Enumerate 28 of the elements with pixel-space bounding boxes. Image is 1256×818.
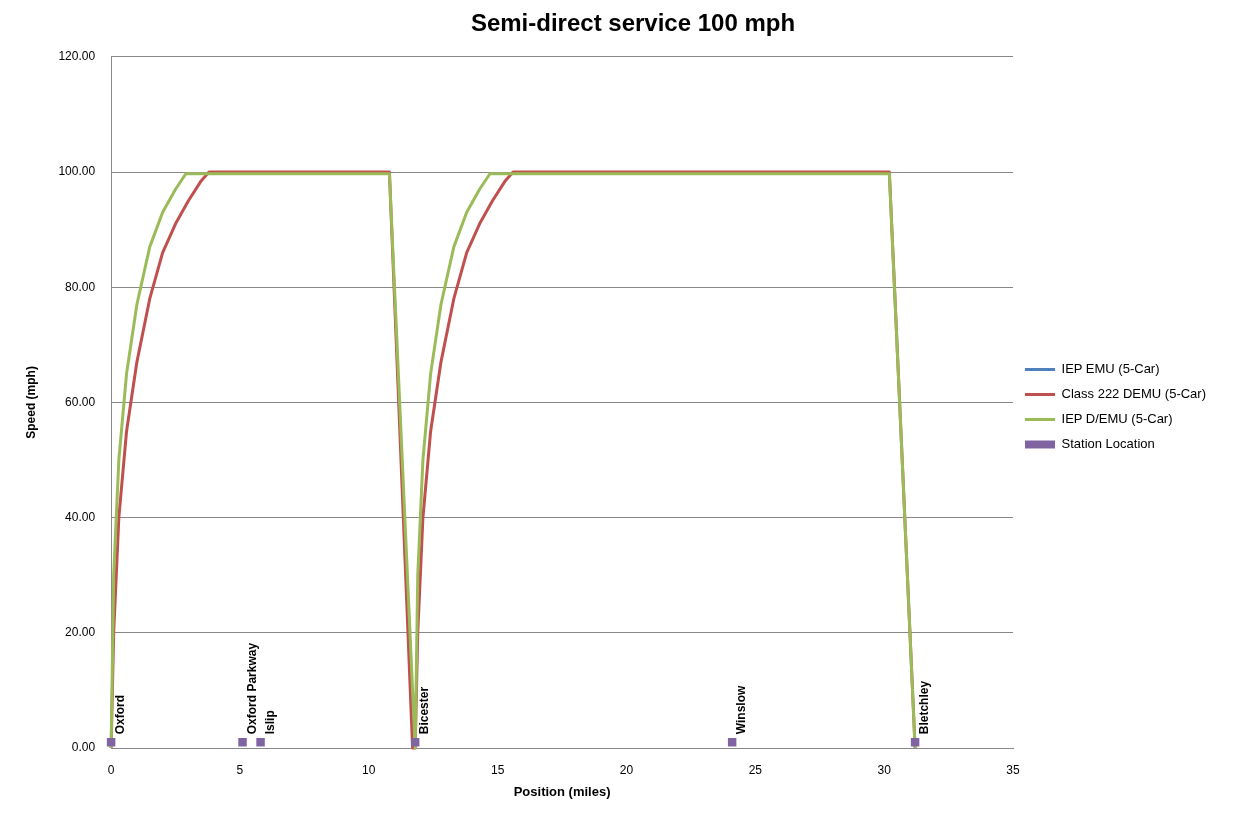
x-tick-label: 0 [107,762,115,777]
x-tick-label: 15 [490,762,505,777]
y-tick-label: 20.00 [65,625,96,640]
x-tick-label: 5 [236,762,244,777]
data-label: Oxford Parkway [244,642,259,735]
data-label: Bicester [417,686,432,735]
x-axis-title: Position (miles) [513,783,611,799]
y-tick-label: 60.00 [65,394,96,409]
y-axis-title: Speed (mph) [23,366,38,439]
legend-label: IEP EMU (5-Car) [1061,361,1160,377]
y-tick-label: 100.00 [58,164,96,179]
legend-label: IEP D/EMU (5-Car) [1061,411,1173,427]
x-tick-label: 10 [362,762,376,777]
y-tick-label: 40.00 [65,509,96,524]
data-label: Bletchley [917,680,932,735]
x-tick-label: 25 [748,762,763,777]
chart-title: Semi-direct service 100 mph [470,9,796,37]
y-tick-label: 0.00 [71,740,96,755]
legend-label: Class 222 DEMU (5-Car) [1061,386,1207,402]
data-label: Islip [262,710,277,735]
legend-label: Station Location [1061,436,1155,452]
x-tick-label: 30 [877,762,892,777]
x-tick-label: 35 [1006,762,1021,777]
y-tick-label: 120.00 [58,49,96,64]
data-label: Winslow [734,685,749,735]
x-tick-label: 20 [619,762,634,777]
data-label: Oxford [113,694,128,735]
y-tick-label: 80.00 [65,279,96,294]
